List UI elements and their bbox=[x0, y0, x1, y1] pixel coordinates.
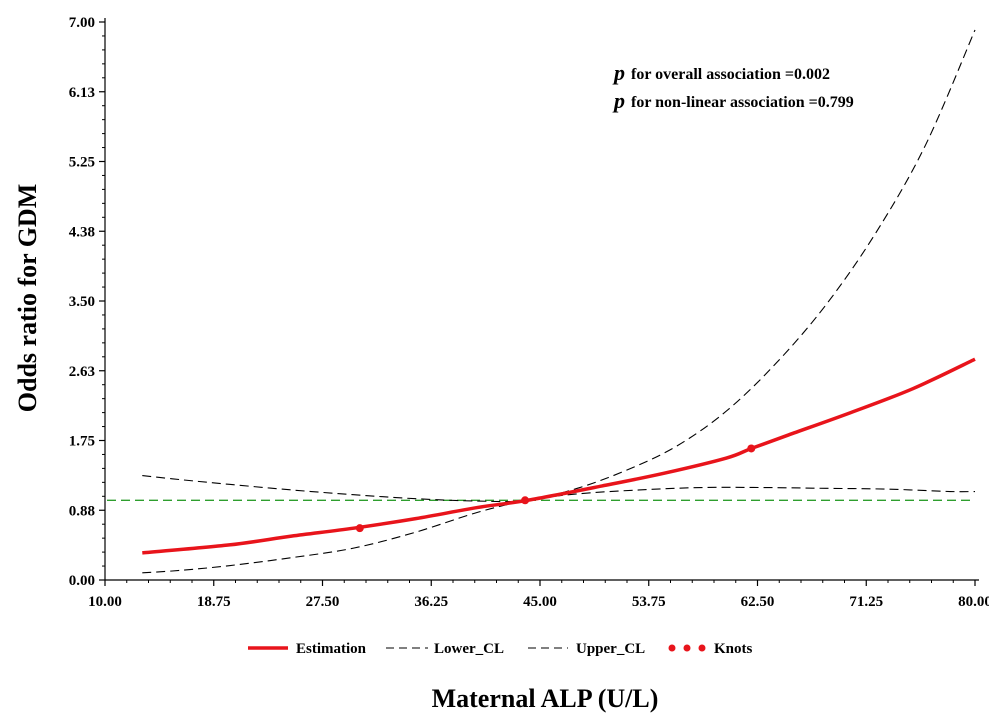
annotation-overall: p for overall association =0.002 bbox=[612, 60, 830, 85]
x-tick-label: 45.00 bbox=[523, 594, 557, 610]
legend-label-upper-cl: Upper_CL bbox=[576, 641, 645, 657]
legend-label-knots: Knots bbox=[714, 641, 753, 657]
y-axis-label: Odds ratio for GDM bbox=[13, 184, 42, 412]
annotation-text-nonlinear: for non-linear association =0.799 bbox=[631, 94, 854, 111]
x-tick-label: 10.00 bbox=[88, 594, 122, 610]
y-tick-label: 3.50 bbox=[69, 294, 95, 310]
series-line-estimation bbox=[142, 357, 976, 555]
y-tick-label: 7.00 bbox=[69, 15, 95, 31]
x-tick-label: 62.50 bbox=[741, 594, 775, 610]
y-tick-label: 4.38 bbox=[69, 224, 95, 240]
y-tick-label: 6.13 bbox=[69, 85, 95, 101]
x-tick-label: 53.75 bbox=[632, 594, 666, 610]
y-tick-label: 5.25 bbox=[69, 155, 95, 171]
knot-point bbox=[747, 444, 756, 453]
annotation-p-symbol-2: p bbox=[612, 88, 625, 113]
x-axis-label: Maternal ALP (U/L) bbox=[432, 684, 659, 713]
x-tick-label: 36.25 bbox=[414, 594, 448, 610]
annotation-p-symbol-1: p bbox=[612, 60, 625, 85]
x-tick-label: 18.75 bbox=[197, 594, 231, 610]
legend-label-estimation: Estimation bbox=[296, 641, 367, 657]
legend-label-lower-cl: Lower_CL bbox=[434, 641, 504, 657]
y-tick-label: 2.63 bbox=[69, 364, 95, 380]
knot-point bbox=[521, 496, 530, 505]
x-tick-label: 80.00 bbox=[958, 594, 989, 610]
series-line-upper-cl bbox=[142, 29, 976, 503]
legend-knot-dot-3 bbox=[698, 644, 706, 652]
x-tick-label: 71.25 bbox=[849, 594, 883, 610]
y-tick-label: 1.75 bbox=[69, 434, 95, 450]
legend: Estimation Lower_CL Upper_CL Knots bbox=[248, 641, 753, 657]
y-tick-label: 0.00 bbox=[69, 573, 95, 589]
legend-knot-dot-2 bbox=[683, 644, 691, 652]
knot-point bbox=[355, 524, 364, 533]
legend-knot-dot-1 bbox=[668, 644, 676, 652]
y-tick-label: 0.88 bbox=[69, 503, 95, 519]
annotation-text-overall: for overall association =0.002 bbox=[631, 66, 830, 83]
annotation-nonlinear: p for non-linear association =0.799 bbox=[612, 88, 854, 113]
x-tick-label: 27.50 bbox=[306, 594, 340, 610]
